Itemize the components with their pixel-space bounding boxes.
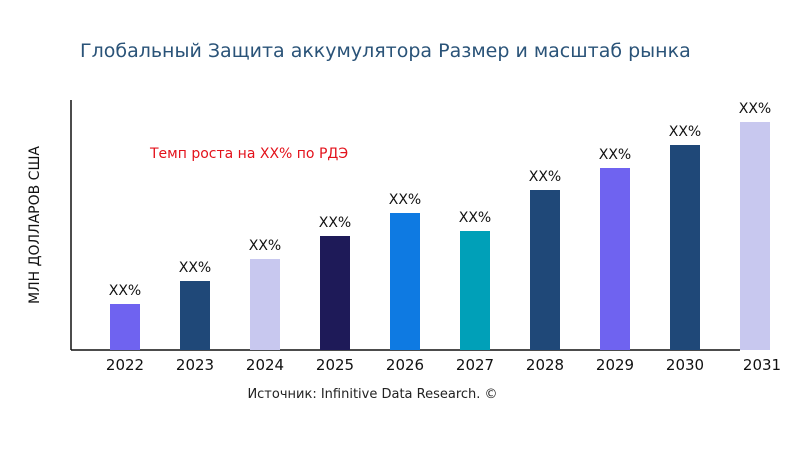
x-tick-2024: 2024 [246, 356, 284, 374]
bar-2031 [740, 122, 770, 350]
data-label-2028: XX% [529, 169, 561, 185]
bar-2030 [670, 145, 700, 350]
bar-2022 [110, 304, 140, 350]
x-tick-2028: 2028 [526, 356, 564, 374]
bar-2028 [530, 190, 560, 350]
bar-2024 [250, 259, 280, 350]
data-label-2022: XX% [109, 283, 141, 299]
data-label-2025: XX% [319, 215, 351, 231]
x-tick-2029: 2029 [596, 356, 634, 374]
bar-2026 [390, 213, 420, 350]
data-label-2031: XX% [739, 101, 771, 117]
source-note: Источник: Infinitive Data Research. © [247, 387, 498, 402]
x-tick-2030: 2030 [666, 356, 704, 374]
bar-2025 [320, 236, 350, 350]
data-label-2029: XX% [599, 147, 631, 163]
x-tick-2022: 2022 [106, 356, 144, 374]
data-label-2024: XX% [249, 238, 281, 254]
x-tick-2023: 2023 [176, 356, 214, 374]
data-label-2026: XX% [389, 192, 421, 208]
x-tick-2031: 2031 [743, 356, 781, 374]
data-label-2030: XX% [669, 124, 701, 140]
chart-title: Глобальный Защита аккумулятора Размер и … [80, 40, 691, 62]
x-tick-2027: 2027 [456, 356, 494, 374]
data-label-2023: XX% [179, 260, 211, 276]
data-label-2027: XX% [459, 210, 491, 226]
bar-2023 [180, 281, 210, 350]
bar-2029 [600, 168, 630, 350]
bar-2027 [460, 231, 490, 350]
growth-annotation: Темп роста на XX% по РДЭ [150, 146, 349, 162]
x-tick-2026: 2026 [386, 356, 424, 374]
x-tick-2025: 2025 [316, 356, 354, 374]
